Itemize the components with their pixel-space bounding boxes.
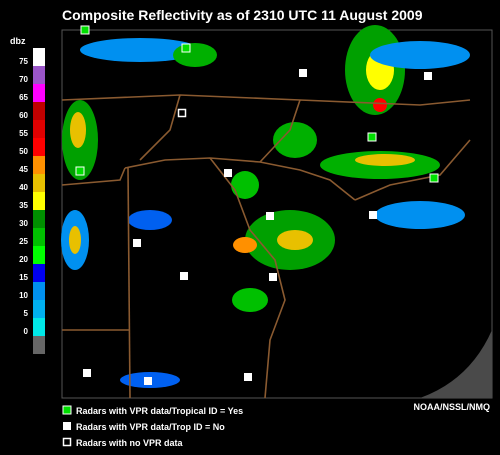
scale-swatch xyxy=(33,174,45,192)
legend-label: Radars with VPR data/Trop ID = No xyxy=(76,422,225,432)
legend-label: Radars with VPR data/Tropical ID = Yes xyxy=(76,406,243,416)
radar-vpr xyxy=(133,239,141,247)
scale-label: 15 xyxy=(19,273,28,282)
scale-label: 55 xyxy=(19,129,28,138)
radar-vpr xyxy=(224,169,232,177)
radar-markers xyxy=(75,25,439,385)
scale-label: 35 xyxy=(19,201,28,210)
legend: Radars with VPR data/Tropical ID = Yes R… xyxy=(62,405,243,448)
radar-vpr xyxy=(266,212,274,220)
radar-vpr xyxy=(144,377,152,385)
radar-vpr xyxy=(369,211,377,219)
radar-vpr xyxy=(269,273,277,281)
legend-swatch xyxy=(62,437,72,447)
scale-label: 75 xyxy=(19,57,28,66)
map xyxy=(61,25,493,399)
credit: NOAA/NSSL/NMQ xyxy=(414,402,491,412)
scale-swatch xyxy=(33,246,45,264)
radar-vpr xyxy=(299,69,307,77)
radar-vpr xyxy=(180,272,188,280)
legend-swatch xyxy=(63,422,71,430)
scale-swatch xyxy=(33,300,45,318)
title: Composite Reflectivity as of 2310 UTC 11… xyxy=(62,7,423,23)
scale-label: 20 xyxy=(19,255,28,264)
scale-swatch xyxy=(33,138,45,156)
state-borders xyxy=(61,94,471,399)
legend-swatch xyxy=(62,405,72,415)
radar-vpr xyxy=(244,373,252,381)
scale-swatch xyxy=(33,120,45,138)
scale-swatch xyxy=(33,66,45,84)
radar-vpr xyxy=(83,369,91,377)
scale-label: 10 xyxy=(19,291,28,300)
radar-vpr-tropical xyxy=(75,166,85,176)
radar-vpr xyxy=(424,72,432,80)
scale-label: 65 xyxy=(19,93,28,102)
scale-label: 5 xyxy=(24,309,29,318)
scale-swatch xyxy=(33,282,45,300)
radar-no-vpr xyxy=(177,108,187,118)
scale-label: 60 xyxy=(19,111,28,120)
scale-label: 30 xyxy=(19,219,28,228)
edge-mask xyxy=(420,330,492,398)
scale-label: 25 xyxy=(19,237,28,246)
scale-swatch xyxy=(33,264,45,282)
radar-vpr-tropical xyxy=(80,25,90,35)
scale-swatch xyxy=(33,318,45,336)
scale-swatch xyxy=(33,228,45,246)
scale-swatch xyxy=(33,210,45,228)
scale-label: 70 xyxy=(19,75,28,84)
radar-vpr-tropical xyxy=(181,43,191,53)
radar-vpr-tropical xyxy=(429,173,439,183)
scale-label: 0 xyxy=(24,327,29,336)
scale-swatch xyxy=(33,48,45,66)
scale-swatch xyxy=(33,192,45,210)
echoes xyxy=(61,25,470,388)
scale-swatch xyxy=(33,156,45,174)
scale-unit: dbz xyxy=(10,36,26,46)
scale-swatch xyxy=(33,84,45,102)
scale-label: 45 xyxy=(19,165,28,174)
scale-label: 40 xyxy=(19,183,28,192)
scale-swatch xyxy=(33,336,45,354)
scale-swatch xyxy=(33,102,45,120)
radar-vpr-tropical xyxy=(367,132,377,142)
legend-label: Radars with no VPR data xyxy=(76,438,184,448)
scale-label: 50 xyxy=(19,147,28,156)
